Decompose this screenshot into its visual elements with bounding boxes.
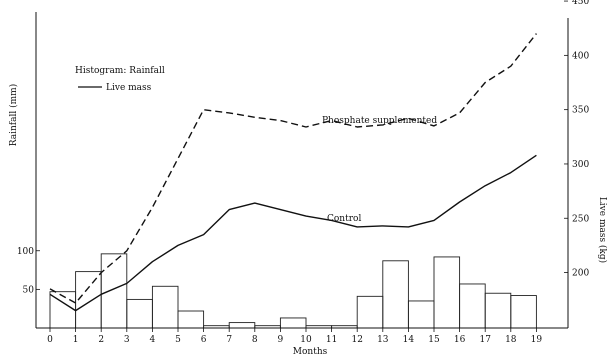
rainfall-bar-month-12 [356,295,384,329]
x-tick-label-14: 14 [403,335,415,345]
x-tick-label-7: 7 [226,335,232,345]
x-tick-label-8: 8 [252,335,258,345]
right-tick-label-400: 400 [572,51,589,61]
x-tick-label-6: 6 [201,335,207,345]
left-tick-label-50: 50 [23,285,35,295]
rainfall-bar-month-3 [126,298,153,329]
rainfall-bar-month-14 [407,300,435,329]
legend-rainfall-label: Histogram: Rainfall [75,66,165,76]
x-tick-label-13: 13 [377,335,389,345]
rainfall-bar-month-15 [433,256,461,329]
rainfall-bar-month-5 [177,310,205,329]
control-line [49,154,537,312]
legend: Histogram: Rainfall Live mass [75,66,165,93]
rainfall-bar-month-2 [100,253,128,329]
rainfall-bar-month-9 [279,317,307,329]
right-axis-title: Live mass (kg) [597,197,608,263]
right-tick-label-250: 250 [572,214,589,224]
rainfall-bar-month-16 [459,283,486,329]
right-tick-label-300: 300 [572,160,589,170]
x-tick-label-12: 12 [351,335,362,345]
x-axis-title: Months [293,347,328,356]
left-tick-label-100: 100 [17,247,34,257]
x-tick-label-9: 9 [278,335,284,345]
annotation-phosphate-supplemented: Phosphate supplemented [322,116,437,126]
rainfall-histogram [49,253,537,329]
x-tick-label-1: 1 [73,335,79,345]
legend-live-mass-label: Live mass [106,83,152,93]
chart-axes: 0 1 2 3 4 5 6 7 8 9 10 11 12 13 14 15 16 17 18 195010020025… [17,0,590,345]
x-tick-label-18: 18 [505,335,517,345]
rainfall-bar-month-1 [75,271,102,329]
rainfall-bar-month-18 [510,295,537,329]
rainfall-bar-month-7 [228,322,256,329]
x-tick-label-17: 17 [479,335,491,345]
right-tick-label-200: 200 [572,269,589,279]
annotation-control: Control [327,214,361,224]
x-tick-label-15: 15 [428,335,440,345]
x-tick-label-5: 5 [175,335,181,345]
phosphate-supplemented-line [49,33,537,304]
x-tick-label-11: 11 [326,335,337,345]
rainfall-bar-month-17 [484,292,512,329]
x-tick-label-10: 10 [300,335,312,345]
rainfall-bar-month-4 [151,285,179,329]
left-axis-title: Rainfall (mm) [8,84,19,146]
x-tick-label-4: 4 [150,335,156,345]
x-tick-label-0: 0 [47,335,53,345]
x-tick-label-3: 3 [124,335,130,345]
live-mass-lines [49,33,537,312]
x-tick-label-16: 16 [454,335,466,345]
rainfall-bar-month-13 [382,260,409,329]
x-tick-label-19: 19 [531,335,543,345]
x-tick-label-2: 2 [98,335,104,345]
right-tick-label-450: 450 [572,0,589,7]
right-tick-label-350: 350 [572,106,589,116]
